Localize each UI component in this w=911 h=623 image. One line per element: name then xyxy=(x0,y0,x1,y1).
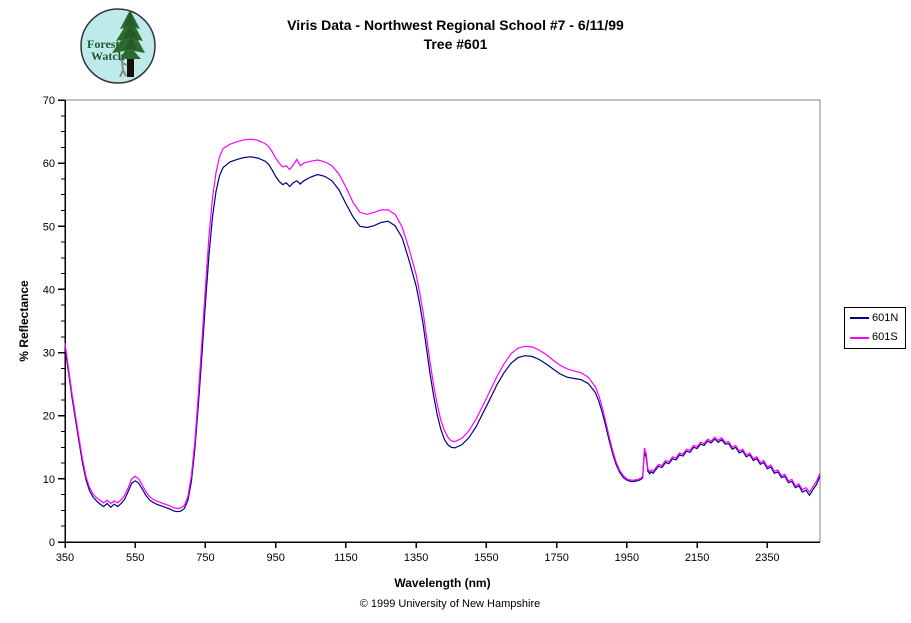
x-tick-label: 1350 xyxy=(404,552,428,564)
series-601N-line xyxy=(64,156,821,513)
legend-item-601S: 601S xyxy=(845,329,905,347)
legend-label-601S: 601S xyxy=(872,331,898,344)
logo-text-line1: Forest xyxy=(87,37,119,51)
x-tick-label: 550 xyxy=(126,552,144,564)
person-icon xyxy=(119,56,128,78)
x-tick-label: 1150 xyxy=(334,552,358,564)
y-tick-label: 20 xyxy=(43,411,55,423)
series-601S-line xyxy=(64,138,821,510)
logo-text-line2: Watch xyxy=(91,49,125,63)
title-block: Viris Data - Northwest Regional School #… xyxy=(0,16,911,54)
legend-line-swatch-601N xyxy=(850,317,869,320)
y-axis-title: % Reflectance xyxy=(17,280,31,362)
legend-item-601N: 601N xyxy=(845,309,905,327)
y-tick-label: 0 xyxy=(49,537,55,549)
x-tick-label: 1750 xyxy=(544,552,568,564)
x-axis-title: Wavelength (nm) xyxy=(394,576,491,590)
y-tick-label: 30 xyxy=(43,348,55,360)
chart-subtitle: Tree #601 xyxy=(423,36,488,52)
legend-line-swatch-601S xyxy=(850,336,869,339)
legend: 601N 601S xyxy=(844,307,906,349)
x-tick-label: 950 xyxy=(267,552,285,564)
legend-label-601N: 601N xyxy=(872,311,899,324)
forest-watch-logo: Forest Watch xyxy=(80,8,156,84)
x-tick-label: 1550 xyxy=(474,552,498,564)
x-tick-label: 350 xyxy=(56,552,74,564)
x-tick-label: 750 xyxy=(196,552,214,564)
x-tick-label: 2150 xyxy=(685,552,709,564)
plot-border xyxy=(65,99,821,542)
x-tick-label: 2350 xyxy=(755,552,779,564)
y-tick-label: 60 xyxy=(43,158,55,170)
chart-title: Viris Data - Northwest Regional School #… xyxy=(287,17,624,33)
y-tick-label: 50 xyxy=(43,221,55,233)
y-tick-label: 40 xyxy=(43,284,55,296)
y-tick-label: 10 xyxy=(43,474,55,486)
copyright-text: © 1999 University of New Hampshire xyxy=(359,598,541,610)
y-tick-label: 70 xyxy=(43,95,55,107)
tree-icon xyxy=(112,10,145,77)
x-tick-label: 1950 xyxy=(615,552,639,564)
